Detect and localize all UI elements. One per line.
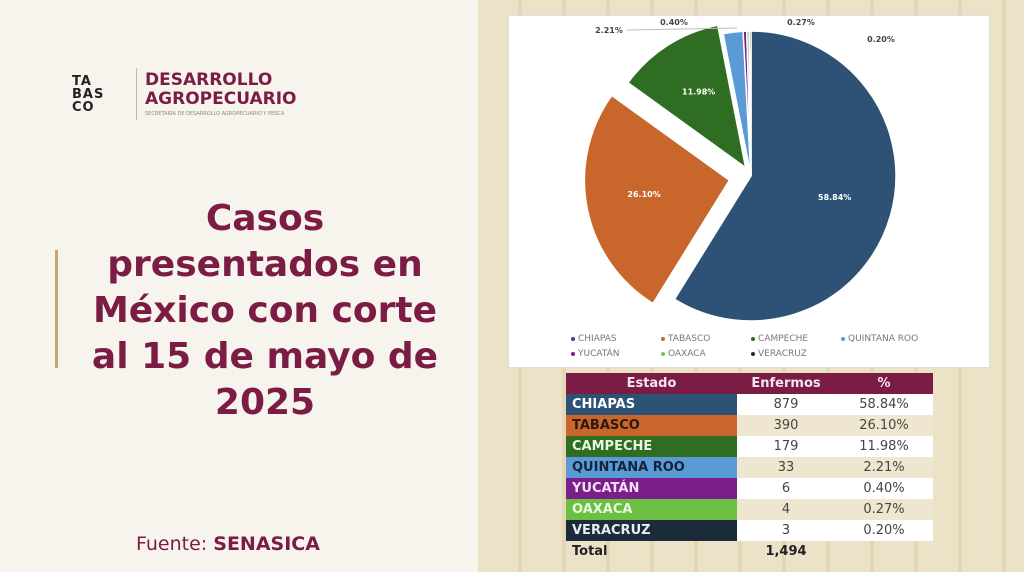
legend-item: QUINTANA ROO xyxy=(841,334,961,344)
legend-swatch xyxy=(661,336,665,341)
pie-slice-chiapas xyxy=(673,30,897,322)
table-row: TABASCO 390 26.10% xyxy=(566,415,933,436)
logo-divider xyxy=(136,68,137,120)
legend-label: QUINTANA ROO xyxy=(848,334,919,344)
legend-item: CAMPECHE xyxy=(751,334,841,344)
source-value: SENASICA xyxy=(213,533,320,555)
data-label: 58.84% xyxy=(818,193,851,202)
cell-pct: 26.10% xyxy=(835,415,933,436)
chart-legend: CHIAPAS TABASCO CAMPECHE QUINTANA ROO YUCATÁ… xyxy=(571,334,971,364)
legend-swatch xyxy=(661,351,665,356)
cell-pct: 11.98% xyxy=(835,436,933,457)
col-estado: Estado xyxy=(566,373,737,394)
legend-item: TABASCO xyxy=(661,334,751,344)
cell-estado: CAMPECHE xyxy=(566,436,737,457)
cell-estado: QUINTANA ROO xyxy=(566,457,737,478)
total-row: Total 1,494 xyxy=(566,541,933,562)
source-label: Fuente: xyxy=(136,533,208,555)
slide-title: Casos presentados en México con corte al… xyxy=(91,198,439,423)
pie-slice-veracruz xyxy=(748,30,752,177)
legend-label: OAXACA xyxy=(668,349,706,359)
cell-enfermos: 4 xyxy=(737,499,835,520)
cell-pct: 0.40% xyxy=(835,478,933,499)
cell-pct: 0.20% xyxy=(835,520,933,541)
table-row: VERACRUZ 3 0.20% xyxy=(566,520,933,541)
data-label: 0.40% xyxy=(660,18,688,27)
data-label: 11.98% xyxy=(682,87,715,96)
org-subtitle: SECRETARÍA DE DESARROLLO AGROPECUARIO Y … xyxy=(145,110,285,117)
legend-item: VERACRUZ xyxy=(751,349,841,359)
tabasco-logo-mark: TA BAS CO xyxy=(72,73,105,115)
legend-swatch xyxy=(571,336,575,341)
cell-pct: 0.27% xyxy=(835,499,933,520)
cell-estado: YUCATÁN xyxy=(566,478,737,499)
cell-enfermos: 3 xyxy=(737,520,835,541)
col-pct: % xyxy=(835,373,933,394)
accent-bar xyxy=(55,250,58,368)
data-label: 0.20% xyxy=(867,35,895,44)
total-value: 1,494 xyxy=(765,544,807,559)
pie-chart-panel: 58.84% 26.10% 11.98% 2.21% 0.40% 0.27% 0.20% C… xyxy=(508,15,990,368)
data-label: 2.21% xyxy=(595,26,623,35)
total-pct xyxy=(835,541,933,562)
cell-enfermos: 33 xyxy=(737,457,835,478)
legend-label: CHIAPAS xyxy=(578,334,617,344)
cases-table: Estado Enfermos % CHIAPAS 879 58.84% TABASC… xyxy=(566,373,933,562)
cell-enfermos: 390 xyxy=(737,415,835,436)
table-row: YUCATÁN 6 0.40% xyxy=(566,478,933,499)
pie-chart: 58.84% 26.10% 11.98% 2.21% 0.40% 0.27% 0.20% xyxy=(583,18,897,322)
table-row: CAMPECHE 179 11.98% xyxy=(566,436,933,457)
legend-label: TABASCO xyxy=(668,334,711,344)
legend-item: OAXACA xyxy=(661,349,751,359)
table-row: QUINTANA ROO 33 2.21% xyxy=(566,457,933,478)
cell-estado: TABASCO xyxy=(566,415,737,436)
cell-estado: VERACRUZ xyxy=(566,520,737,541)
leader-line xyxy=(626,27,738,31)
legend-label: VERACRUZ xyxy=(758,349,807,359)
pie-slice-tabasco xyxy=(583,94,731,305)
col-enfermos: Enfermos xyxy=(737,373,835,394)
pie-slice-campeche xyxy=(626,24,747,170)
legend-label: YUCATÁN xyxy=(578,349,620,359)
table-row: CHIAPAS 879 58.84% xyxy=(566,394,933,415)
logo: TA BAS CO DESARROLLO AGROPECUARIO SECRET… xyxy=(72,68,297,120)
cell-enfermos: 6 xyxy=(737,478,835,499)
cell-enfermos: 879 xyxy=(737,394,835,415)
cell-estado: OAXACA xyxy=(566,499,737,520)
legend-swatch xyxy=(841,336,845,341)
total-label: Total xyxy=(572,544,608,559)
org-title-1: DESARROLLO xyxy=(145,69,273,90)
legend-swatch xyxy=(751,336,755,341)
cell-pct: 2.21% xyxy=(835,457,933,478)
org-title-2: AGROPECUARIO xyxy=(145,88,297,109)
legend-item: CHIAPAS xyxy=(571,334,661,344)
source: Fuente: SENASICA xyxy=(136,533,320,555)
legend-item: YUCATÁN xyxy=(571,349,661,359)
legend-swatch xyxy=(571,351,575,356)
legend-swatch xyxy=(751,351,755,356)
cell-enfermos: 179 xyxy=(737,436,835,457)
data-label: 0.27% xyxy=(787,18,815,27)
cell-estado: CHIAPAS xyxy=(566,394,737,415)
table-row: OAXACA 4 0.27% xyxy=(566,499,933,520)
legend-label: CAMPECHE xyxy=(758,334,809,344)
data-label: 26.10% xyxy=(627,190,660,199)
cell-pct: 58.84% xyxy=(835,394,933,415)
